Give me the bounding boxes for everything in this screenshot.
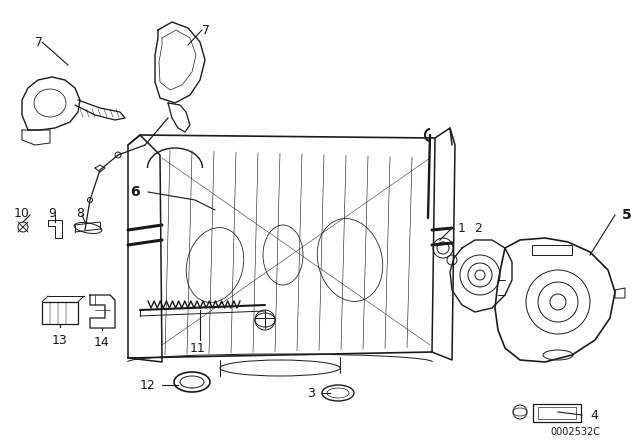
Text: 14: 14 [94, 336, 110, 349]
Text: 4: 4 [590, 409, 598, 422]
Text: 10: 10 [14, 207, 30, 220]
Text: 5: 5 [622, 208, 632, 222]
Text: 12: 12 [140, 379, 155, 392]
Text: 3: 3 [307, 387, 315, 400]
Text: 0002532C: 0002532C [550, 427, 600, 437]
Text: 13: 13 [52, 333, 68, 346]
Text: 2: 2 [474, 221, 482, 234]
Text: 7: 7 [202, 23, 210, 36]
Bar [533, 404, 581, 422]
Text: 1: 1 [458, 221, 466, 234]
Bar [42, 302, 78, 324]
Bar [538, 407, 576, 419]
Text: 7: 7 [35, 35, 43, 48]
Bar [532, 245, 572, 255]
Text: 8: 8 [76, 207, 84, 220]
Text: 11: 11 [190, 341, 206, 354]
Text: 9: 9 [48, 207, 56, 220]
Text: 6: 6 [131, 185, 140, 199]
